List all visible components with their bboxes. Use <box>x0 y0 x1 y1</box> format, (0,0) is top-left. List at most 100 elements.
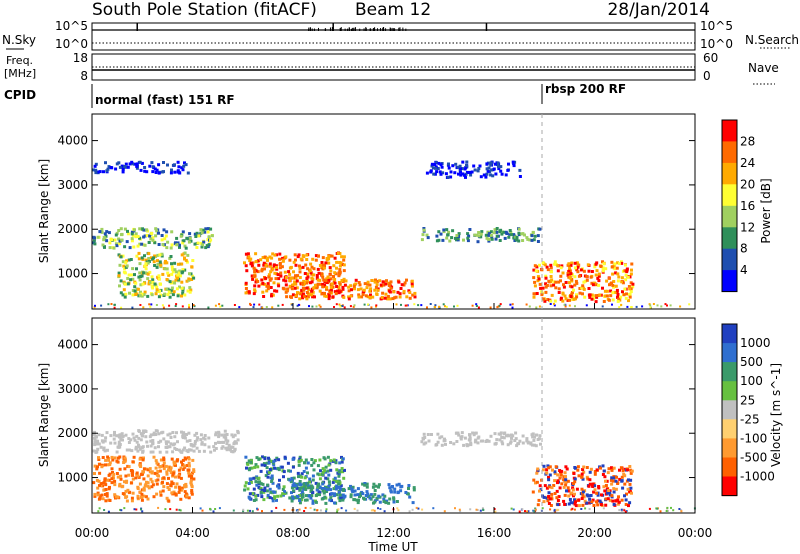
data-cell <box>117 440 121 444</box>
data-cell <box>537 437 541 441</box>
data-cell <box>149 433 153 437</box>
freq-tick-lo: 8 <box>80 69 88 83</box>
scatter-cell <box>417 304 420 307</box>
data-cell <box>268 264 272 268</box>
data-cell <box>561 271 565 275</box>
data-cell <box>175 448 178 451</box>
data-cell <box>92 449 96 453</box>
data-cell <box>119 279 123 283</box>
data-cell <box>107 458 111 462</box>
data-cell <box>318 485 322 489</box>
data-cell <box>570 292 574 296</box>
data-cell <box>526 237 530 241</box>
data-cell <box>118 239 122 243</box>
data-cell <box>517 227 521 231</box>
data-cell <box>206 230 210 234</box>
data-cell <box>231 435 235 439</box>
data-cell <box>627 299 630 303</box>
data-cell <box>186 253 190 257</box>
data-cell <box>321 263 325 267</box>
scatter-cell <box>258 303 261 306</box>
data-cell <box>470 170 474 174</box>
data-cell <box>463 167 467 171</box>
data-cell <box>301 294 305 298</box>
data-cell <box>397 490 401 494</box>
data-cell <box>489 173 493 177</box>
data-cell <box>159 490 162 494</box>
data-cell <box>112 437 116 441</box>
data-cell <box>337 482 341 486</box>
data-cell <box>311 257 315 261</box>
data-cell <box>217 441 221 444</box>
data-cell <box>365 485 369 489</box>
data-cell <box>386 294 390 298</box>
data-cell <box>180 486 184 490</box>
data-cell <box>603 289 607 293</box>
scatter-cell <box>672 509 675 512</box>
data-cell <box>113 483 117 487</box>
data-cell <box>325 488 329 492</box>
scatter-cell <box>630 306 633 309</box>
data-cell <box>447 162 450 166</box>
scatter-cell <box>626 305 629 308</box>
data-cell <box>154 429 158 433</box>
data-cell <box>532 268 536 272</box>
scatter-cell <box>221 304 224 307</box>
data-cell <box>311 491 315 495</box>
data-cell <box>556 479 560 483</box>
data-cell <box>485 162 489 166</box>
scatter-cell <box>670 506 672 509</box>
data-cell <box>435 234 439 238</box>
data-cell <box>157 295 161 299</box>
data-cell <box>590 297 594 301</box>
data-cell <box>462 238 465 242</box>
scatter-cell <box>110 303 113 305</box>
data-cell <box>157 231 160 235</box>
colorbar-tick-label: 4 <box>740 263 748 277</box>
data-cell <box>151 450 155 454</box>
data-cell <box>349 284 353 288</box>
data-cell <box>129 481 133 485</box>
data-cell <box>273 497 277 500</box>
data-cell <box>261 267 265 271</box>
data-cell <box>171 473 175 477</box>
data-cell <box>294 484 298 487</box>
data-cell <box>154 479 158 483</box>
freq-tick-hi: 18 <box>73 51 88 65</box>
data-cell <box>561 291 565 295</box>
data-cell <box>298 270 302 274</box>
data-cell <box>249 459 253 463</box>
data-cell <box>295 486 299 490</box>
scatter-cell <box>479 509 482 512</box>
data-cell <box>563 471 567 475</box>
data-cell <box>463 173 466 177</box>
scatter-cell <box>493 508 496 510</box>
data-cell <box>304 263 308 267</box>
data-cell <box>161 489 165 493</box>
data-cell <box>283 270 287 274</box>
data-cell <box>557 291 561 294</box>
data-cell <box>447 166 451 170</box>
data-cell <box>104 488 108 491</box>
data-cell <box>214 431 218 435</box>
data-cell <box>499 431 503 435</box>
scatter-cell <box>296 509 299 511</box>
data-cell <box>379 283 383 287</box>
data-cell <box>397 482 401 486</box>
data-cell <box>170 243 174 247</box>
data-cell <box>180 253 184 257</box>
data-cell <box>127 258 131 262</box>
scatter-cell <box>363 303 366 306</box>
data-cell <box>290 276 294 280</box>
data-cell <box>365 286 369 290</box>
data-cell <box>155 285 159 289</box>
data-cell <box>531 490 535 494</box>
data-cell <box>126 488 130 492</box>
data-cell <box>365 482 369 486</box>
data-cell <box>498 239 502 242</box>
data-cell <box>261 256 265 259</box>
data-cell <box>254 498 258 502</box>
data-cell <box>316 282 320 286</box>
data-cell <box>115 472 119 475</box>
scatter-cell <box>665 510 668 512</box>
